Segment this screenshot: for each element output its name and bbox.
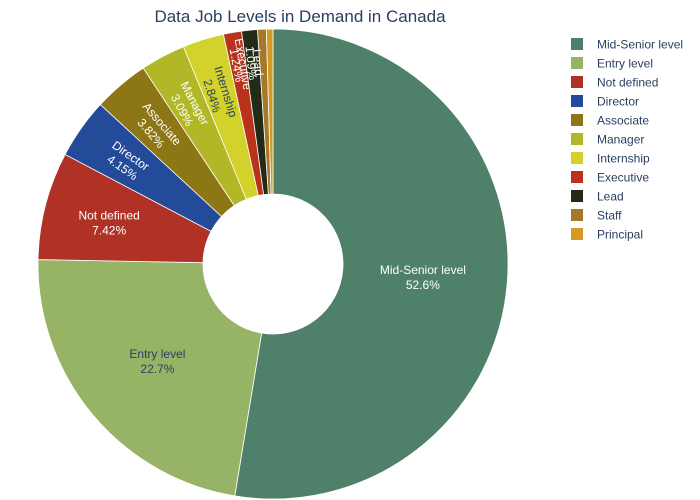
- slice-label-percent: 52.6%: [406, 278, 440, 292]
- legend-item-principal[interactable]: Principal: [571, 228, 643, 242]
- slice-label-percent: 7.42%: [92, 224, 126, 238]
- slice-entry-level[interactable]: [37, 259, 263, 497]
- legend-swatch: [571, 38, 583, 50]
- legend-item-mid-senior-level[interactable]: Mid-Senior level: [571, 38, 683, 52]
- legend-item-executive[interactable]: Executive: [571, 171, 649, 185]
- legend-label: Associate: [597, 114, 649, 128]
- slice-label-percent: 22.7%: [140, 362, 174, 376]
- legend-label: Lead: [597, 190, 624, 204]
- legend-swatch: [571, 152, 583, 164]
- slice-label-mid-senior-level: Mid-Senior level 52.6%: [380, 263, 466, 292]
- slice-label-lead: Lead1.09%: [243, 45, 267, 81]
- legend-swatch: [571, 57, 583, 69]
- legend-label: Internship: [597, 152, 650, 166]
- legend-swatch: [571, 209, 583, 221]
- slice-label-not-defined: Not defined 7.42%: [78, 209, 139, 238]
- legend-label: Principal: [597, 228, 643, 242]
- legend-label: Entry level: [597, 57, 653, 71]
- legend-label: Executive: [597, 171, 649, 185]
- slice-label-executive: Executive1.24%: [225, 37, 254, 92]
- chart-title: Data Job Levels in Demand in Canada: [154, 7, 446, 26]
- legend-item-entry-level[interactable]: Entry level: [571, 57, 653, 71]
- slice-mid-senior-level[interactable]: [234, 28, 509, 500]
- legend-swatch: [571, 114, 583, 126]
- slice-principal[interactable]: [265, 28, 274, 195]
- legend-swatch: [571, 76, 583, 88]
- legend-swatch: [571, 133, 583, 145]
- legend-item-manager[interactable]: Manager: [571, 133, 644, 147]
- legend-item-not-defined[interactable]: Not defined: [571, 76, 658, 90]
- legend-swatch: [571, 171, 583, 183]
- slice-label-name: Lead: [249, 48, 266, 76]
- legend-label: Manager: [597, 133, 644, 147]
- legend-swatch: [571, 190, 583, 202]
- slice-label-name: Not defined: [78, 209, 139, 223]
- slices-group: [37, 28, 509, 500]
- legend-label: Mid-Senior level: [597, 38, 683, 52]
- legend: Mid-Senior level Entry level Not defined Di…: [571, 38, 683, 242]
- slice-label-percent: 1.24%: [227, 47, 247, 83]
- legend-swatch: [571, 228, 583, 240]
- legend-item-associate[interactable]: Associate: [571, 114, 649, 128]
- legend-item-director[interactable]: Director: [571, 95, 639, 109]
- legend-label: Director: [597, 95, 639, 109]
- slice-label-name: Entry level: [129, 347, 185, 361]
- slice-label-name: Mid-Senior level: [380, 263, 466, 277]
- slice-label-entry-level: Entry level 22.7%: [129, 347, 185, 376]
- legend-item-staff[interactable]: Staff: [571, 209, 622, 223]
- legend-label: Not defined: [597, 76, 658, 90]
- slice-label-percent: 1.09%: [243, 45, 260, 81]
- legend-label: Staff: [597, 209, 622, 223]
- legend-item-lead[interactable]: Lead: [571, 190, 624, 204]
- legend-swatch: [571, 95, 583, 107]
- legend-item-internship[interactable]: Internship: [571, 152, 650, 166]
